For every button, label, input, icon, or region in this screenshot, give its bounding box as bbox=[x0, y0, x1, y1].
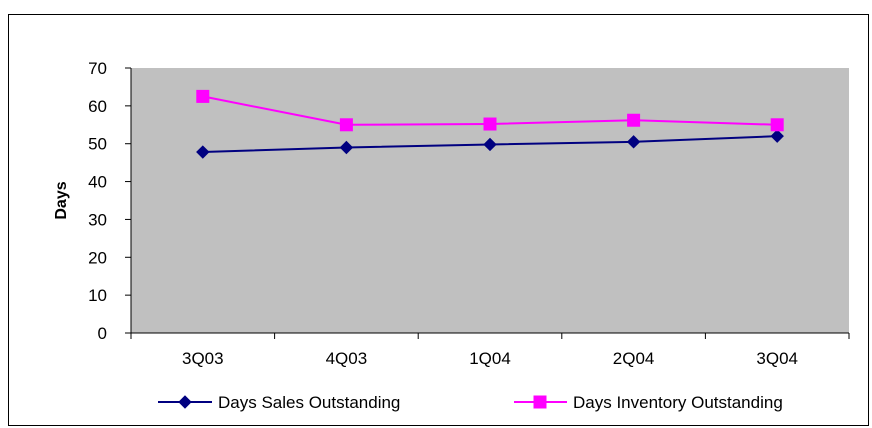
series-1 bbox=[196, 129, 784, 159]
x-tick-label: 3Q04 bbox=[756, 349, 798, 368]
y-tick-label: 50 bbox=[88, 135, 107, 154]
legend-label: Days Inventory Outstanding bbox=[573, 393, 783, 412]
y-tick-label: 40 bbox=[88, 173, 107, 192]
y-tick-label: 30 bbox=[88, 210, 107, 229]
legend-item: Days Sales Outstanding bbox=[158, 393, 400, 412]
x-axis: 3Q03 4Q03 1Q04 2Q04 3Q04 bbox=[130, 332, 850, 368]
y-axis-title: Days bbox=[53, 181, 70, 219]
data-point-marker bbox=[339, 140, 354, 155]
y-axis: 0 10 20 30 40 50 60 70 bbox=[88, 59, 132, 343]
x-tick-label: 4Q03 bbox=[326, 349, 368, 368]
data-point-marker bbox=[196, 89, 210, 103]
x-tick-label: 1Q04 bbox=[469, 349, 511, 368]
legend: Days Sales Outstanding Days Inventory Out… bbox=[158, 393, 783, 412]
y-tick-label: 20 bbox=[88, 248, 107, 267]
data-point-marker bbox=[626, 135, 641, 149]
legend-label: Days Sales Outstanding bbox=[218, 393, 400, 412]
data-point-marker bbox=[339, 118, 353, 132]
data-point-marker bbox=[770, 129, 784, 143]
series-2 bbox=[196, 89, 784, 132]
y-tick-label: 0 bbox=[98, 324, 107, 343]
y-tick-label: 70 bbox=[88, 59, 107, 78]
data-point-marker bbox=[483, 117, 497, 131]
series-layer bbox=[196, 89, 784, 159]
y-tick-label: 10 bbox=[88, 286, 107, 305]
data-point-marker bbox=[483, 137, 497, 152]
legend-item: Days Inventory Outstanding bbox=[514, 393, 783, 412]
plot-area bbox=[131, 68, 849, 333]
legend-marker bbox=[533, 395, 547, 409]
x-tick-label: 2Q04 bbox=[613, 349, 655, 368]
data-point-marker bbox=[196, 145, 210, 159]
legend-marker bbox=[178, 395, 192, 409]
y-tick-label: 60 bbox=[88, 97, 107, 116]
data-point-marker bbox=[770, 118, 784, 132]
x-tick-label: 3Q03 bbox=[182, 349, 224, 368]
data-point-marker bbox=[627, 113, 641, 127]
